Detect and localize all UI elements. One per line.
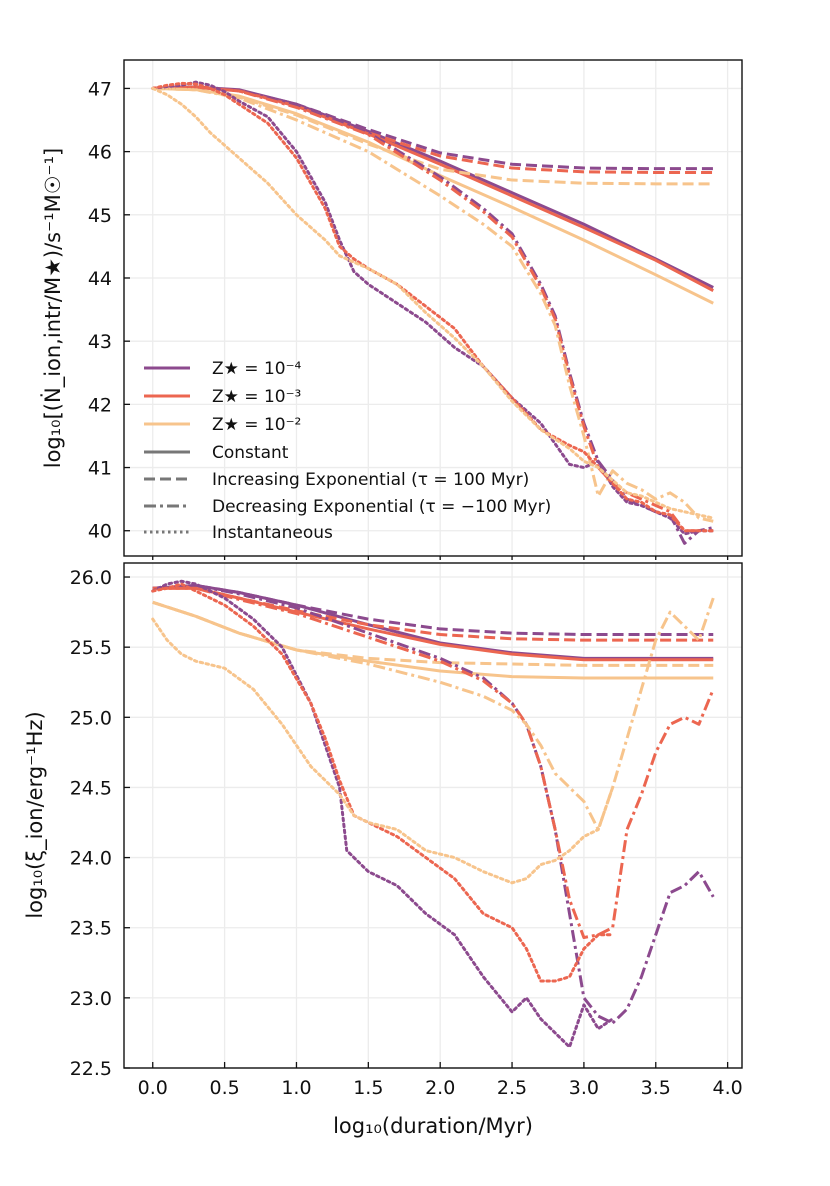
legend: Z★ = 10⁻⁴ Z★ = 10⁻³ Z★ = 10⁻² Constant I… [144, 359, 551, 543]
legend-label-instantaneous: Instantaneous [212, 523, 333, 543]
top-series-z1e-3-dotted [151, 81, 715, 533]
top-series-z1e-3-dashdot [152, 85, 714, 533]
top-grid [124, 60, 742, 556]
bottom-series-z1e-2-dashdot [152, 597, 715, 832]
top-panel: 40 41 42 43 44 45 46 47 Z★ = 10⁻⁴ Z★ = 10⁻³ Z★ … [40, 59, 743, 557]
xtick-label-1: 0.5 [209, 1077, 239, 1099]
top-y-ticks: 40 41 42 43 44 45 46 47 [88, 78, 130, 543]
legend-label-z1: Z★ = 10⁻⁴ [212, 359, 302, 379]
bottom-ytick-label-0: 22.5 [70, 1058, 112, 1080]
xtick-label-8: 4.0 [713, 1077, 743, 1099]
bottom-series-z1e-4-dotted [151, 579, 615, 1049]
top-ytick-label-6: 46 [88, 142, 112, 164]
top-ytick-label-5: 45 [88, 205, 112, 227]
top-frame [123, 59, 743, 557]
legend-label-constant: Constant [212, 443, 289, 463]
bottom-ytick-label-4: 24.5 [70, 777, 112, 799]
top-ytick-label-0: 40 [88, 521, 112, 543]
top-ytick-label-4: 44 [88, 268, 112, 290]
legend-label-decreasing: Decreasing Exponential (τ = −100 Myr) [212, 497, 551, 517]
top-ytick-label-3: 43 [88, 331, 112, 353]
legend-label-z3: Z★ = 10⁻² [212, 415, 301, 435]
xtick-label-2: 1.0 [281, 1077, 311, 1099]
xtick-label-5: 2.5 [497, 1077, 527, 1099]
bottom-series-z1e-2-dotted [151, 617, 615, 885]
top-ytick-label-1: 41 [88, 458, 112, 480]
bottom-y-ticks: 22.5 23.0 23.5 24.0 24.5 25.0 25.5 26.0 [70, 567, 130, 1080]
bottom-ytick-label-7: 26.0 [70, 567, 112, 589]
bottom-series-z1e-3-dashdot [152, 586, 715, 940]
bottom-series-z1e-4-dashdot [152, 583, 715, 1025]
bottom-ytick-label-2: 23.5 [70, 918, 112, 940]
bottom-series-z1e-2-dashed [152, 600, 714, 667]
xtick-label-4: 2.0 [425, 1077, 455, 1099]
top-series-z1e-2-dotted [151, 86, 715, 520]
xtick-label-6: 3.0 [569, 1077, 599, 1099]
top-series-z1e-4-solid [152, 85, 714, 289]
xtick-label-7: 3.5 [641, 1077, 671, 1099]
bottom-ytick-label-5: 25.0 [70, 707, 112, 729]
bottom-y-axis-label: log₁₀(ξ_ion/erg⁻¹Hz) [23, 711, 48, 918]
bottom-frame [123, 562, 743, 1069]
top-ytick-label-2: 42 [88, 394, 112, 416]
top-series-lines [151, 80, 715, 545]
bottom-panel: 22.5 23.0 23.5 24.0 24.5 25.0 25.5 26.0 0.0 0.5 1… [23, 556, 743, 1099]
x-ticks: 0.0 0.5 1.0 1.5 2.0 2.5 3.0 3.5 4.0 [138, 556, 743, 1099]
bottom-ytick-label-6: 25.5 [70, 637, 112, 659]
top-series-z1e-2-solid [152, 86, 714, 305]
top-y-axis-label: log₁₀[(Ṅ_ion,intr/M★)/s⁻¹M☉⁻¹] [40, 148, 66, 469]
bottom-series-z1e-3-dotted [151, 582, 615, 983]
bottom-series-z1e-4-dashed [152, 583, 714, 637]
top-series-z1e-3-solid [152, 85, 714, 292]
x-axis-label: log₁₀(duration/Myr) [333, 1114, 533, 1138]
legend-label-increasing: Increasing Exponential (τ = 100 Myr) [212, 470, 529, 490]
top-series-z1e-2-dashed [152, 86, 714, 186]
top-ytick-label-7: 47 [88, 78, 112, 100]
xtick-label-0: 0.0 [138, 1077, 168, 1099]
xtick-label-3: 1.5 [353, 1077, 383, 1099]
top-series-z1e-4-dotted [151, 80, 715, 536]
bottom-series-lines [151, 579, 715, 1049]
legend-label-z2: Z★ = 10⁻³ [212, 387, 301, 407]
bottom-ytick-label-1: 23.0 [70, 988, 112, 1010]
bottom-ytick-label-3: 24.0 [70, 848, 112, 870]
